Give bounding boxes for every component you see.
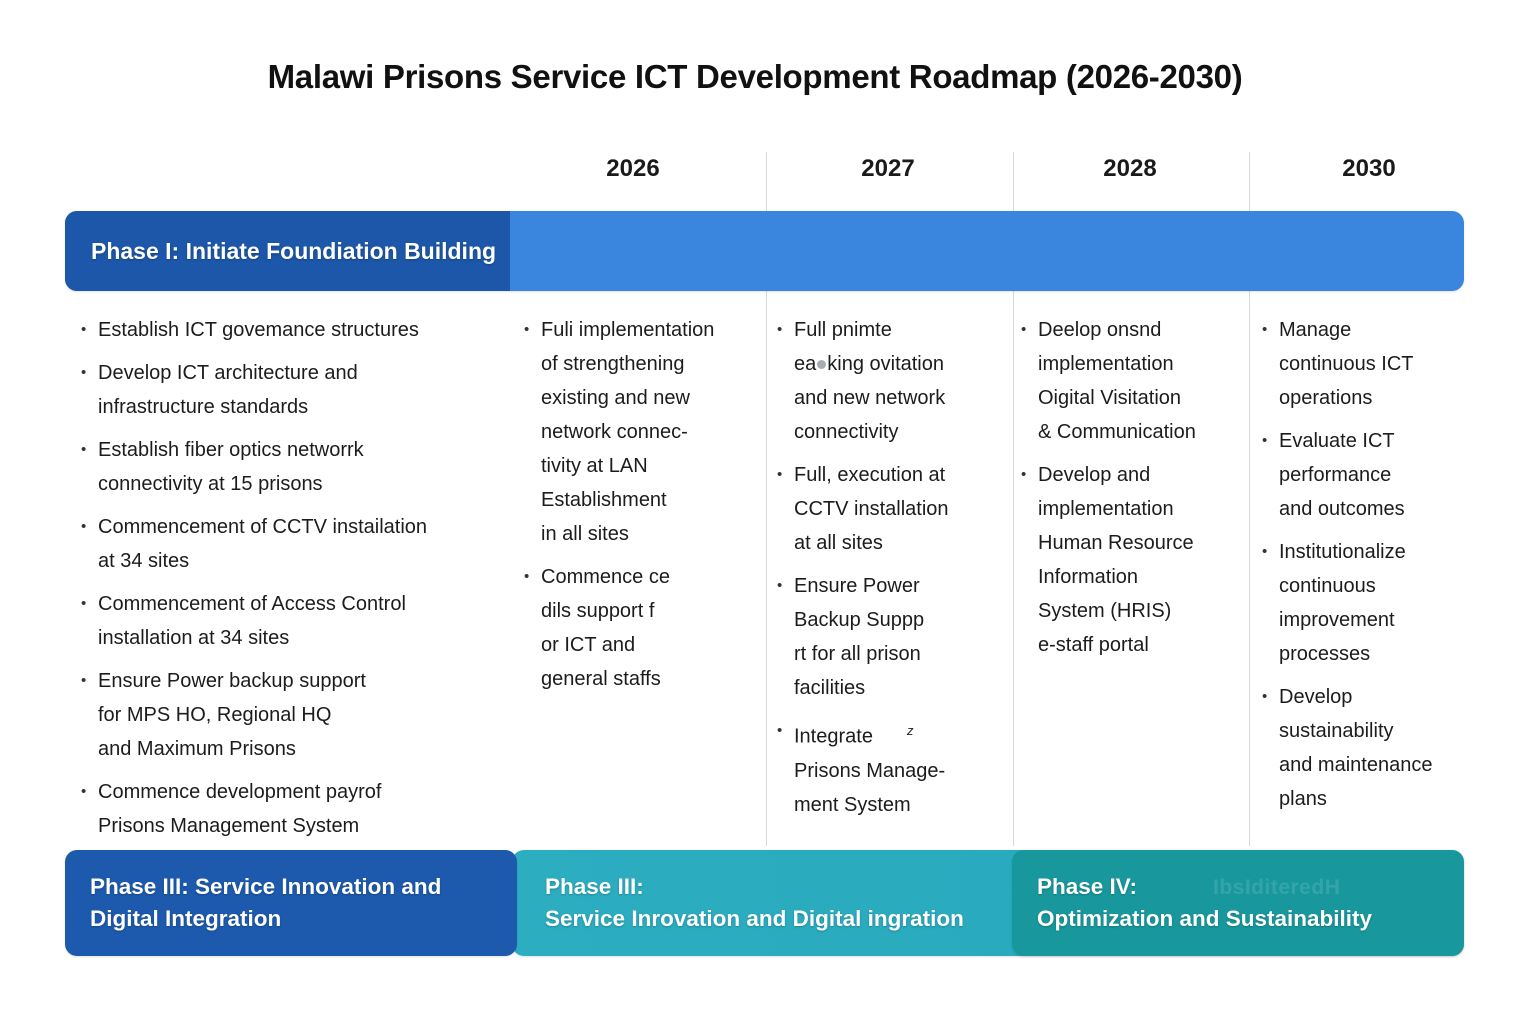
- list-item: Develop ICT architecture and infrastruct…: [80, 356, 512, 424]
- year-label-2026: 2026: [606, 155, 660, 182]
- list-item: Commence development payrof Prisons Mana…: [80, 775, 512, 843]
- phase4-banner: IbsIditeredH Phase IV: Optimization and …: [1012, 850, 1464, 956]
- list-item: Manage continuous ICT operations: [1261, 313, 1466, 415]
- list-item: Institutionalize continuous improvement …: [1261, 535, 1466, 671]
- year-2028-activities-list: Deelop onsnd implementation Oigital Visi…: [1020, 313, 1245, 671]
- year-2030-activities-list: Manage continuous ICT operations Evaluat…: [1261, 313, 1466, 825]
- list-item: Ensure Power backup support for MPS HO, …: [80, 664, 512, 766]
- phase4-banner-label: Phase IV: Optimization and Sustainabilit…: [1037, 874, 1373, 931]
- list-item: Fuli implementation of strengthening exi…: [523, 313, 758, 551]
- timeline-divider: [1013, 152, 1014, 846]
- list-item: Establish ICT govemance structures: [80, 313, 512, 347]
- phase1-banner: Phase I: Initiate Foundiation Building: [65, 211, 1464, 291]
- list-item: Commence ce dils support f or ICT and ge…: [523, 560, 758, 696]
- list-item: Develop and implementation Human Resourc…: [1020, 458, 1245, 662]
- phase1-activities-list: Establish ICT govemance structures Devel…: [80, 313, 512, 852]
- gray-dot-glyph: [817, 360, 827, 369]
- superscript-z-glyph: z: [906, 723, 914, 738]
- year-label-2030: 2030: [1342, 155, 1396, 182]
- year-label-2028: 2028: [1103, 155, 1157, 182]
- list-item: Develop sustainability and maintenance p…: [1261, 680, 1466, 816]
- year-label-2027: 2027: [861, 155, 915, 182]
- list-item: Deelop onsnd implementation Oigital Visi…: [1020, 313, 1245, 449]
- phase3-left-banner-label: Phase III: Service Innovation and Digita…: [90, 874, 442, 931]
- list-item: Full, execution at CCTV installation at …: [776, 458, 1004, 560]
- phase3-mid-banner-label: Phase III: Service Inrovation and Digita…: [545, 874, 964, 931]
- timeline-divider: [766, 152, 767, 846]
- phase1-banner-label: Phase I: Initiate Foundiation Building: [91, 237, 497, 264]
- list-item: Evaluate ICT performance and outcomes: [1261, 424, 1466, 526]
- phase1-banner-dark-segment: [65, 211, 510, 291]
- phase3-left-banner: Phase III: Service Innovation and Digita…: [65, 850, 517, 956]
- ghost-watermark-text: IbsIditeredH: [1213, 876, 1341, 899]
- year-2026-activities-list: Fuli implementation of strengthening exi…: [523, 313, 758, 705]
- list-item: Commencement of Access Control installat…: [80, 587, 512, 655]
- timeline-divider: [1249, 152, 1250, 846]
- list-item: Ensure Power Backup Suppp rt for all pri…: [776, 569, 1004, 705]
- page-title: Malawi Prisons Service ICT Development R…: [267, 58, 1243, 95]
- list-item: Establish fiber optics networrk connecti…: [80, 433, 512, 501]
- list-item: Commencement of CCTV instailation at 34 …: [80, 510, 512, 578]
